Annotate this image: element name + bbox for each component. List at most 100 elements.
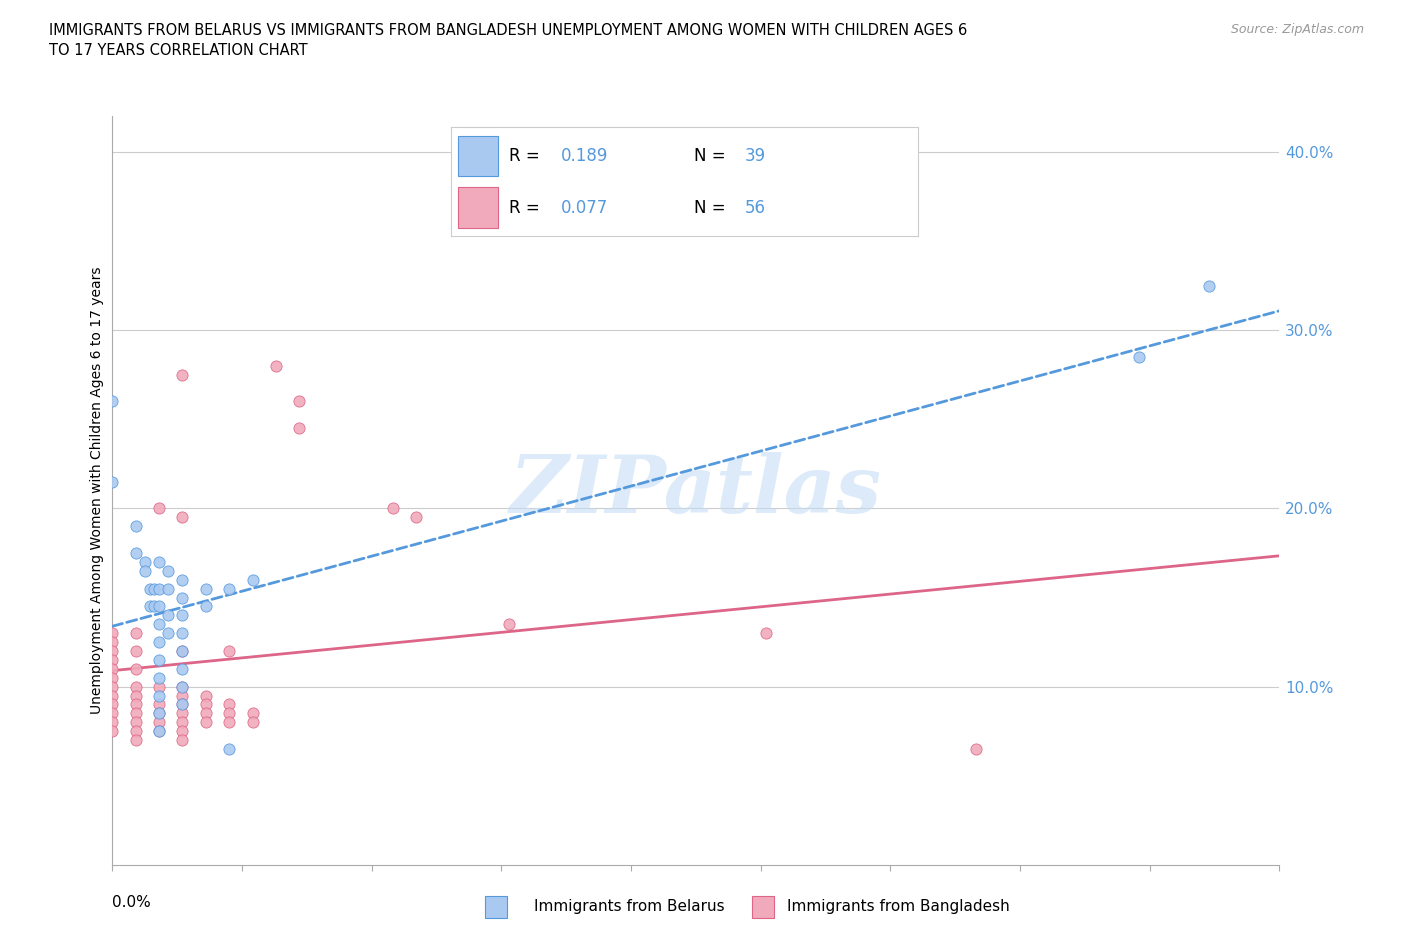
Point <box>172 626 194 641</box>
Point <box>148 554 170 569</box>
Point <box>172 608 194 623</box>
Point <box>242 706 264 721</box>
Point <box>125 706 148 721</box>
Point <box>101 394 124 409</box>
Point <box>218 706 240 721</box>
Point <box>101 474 124 489</box>
Text: Source: ZipAtlas.com: Source: ZipAtlas.com <box>1230 23 1364 36</box>
Point <box>125 644 148 658</box>
Point <box>134 554 156 569</box>
Text: 0.0%: 0.0% <box>112 895 152 910</box>
Point <box>101 644 124 658</box>
Point <box>139 581 162 596</box>
Point <box>218 644 240 658</box>
Point <box>172 688 194 703</box>
Point <box>172 715 194 730</box>
Point <box>194 698 217 712</box>
Point <box>148 706 170 721</box>
Point <box>148 724 170 738</box>
Y-axis label: Unemployment Among Women with Children Ages 6 to 17 years: Unemployment Among Women with Children A… <box>90 267 104 714</box>
Point <box>148 581 170 596</box>
Point <box>101 634 124 649</box>
Point <box>172 698 194 712</box>
Point <box>218 741 240 756</box>
Point <box>755 626 778 641</box>
Text: IMMIGRANTS FROM BELARUS VS IMMIGRANTS FROM BANGLADESH UNEMPLOYMENT AMONG WOMEN W: IMMIGRANTS FROM BELARUS VS IMMIGRANTS FR… <box>49 23 967 58</box>
Point <box>172 698 194 712</box>
Text: Immigrants from Belarus: Immigrants from Belarus <box>534 899 725 914</box>
Point <box>143 581 166 596</box>
Point <box>148 715 170 730</box>
Point <box>101 724 124 738</box>
Point <box>101 626 124 641</box>
Point <box>125 519 148 534</box>
Point <box>242 715 264 730</box>
Bar <box>485 896 508 918</box>
Point <box>134 564 156 578</box>
Point <box>1128 350 1150 365</box>
Point <box>148 599 170 614</box>
Text: Immigrants from Bangladesh: Immigrants from Bangladesh <box>787 899 1010 914</box>
Point <box>139 599 162 614</box>
Point <box>148 634 170 649</box>
Point <box>101 679 124 694</box>
Point <box>148 617 170 631</box>
Text: ZIPatlas: ZIPatlas <box>510 452 882 529</box>
Point <box>148 671 170 685</box>
Point <box>148 706 170 721</box>
Point <box>172 724 194 738</box>
Point <box>101 661 124 676</box>
Point <box>125 698 148 712</box>
Point <box>172 590 194 604</box>
Point <box>218 581 240 596</box>
Point <box>218 715 240 730</box>
Point <box>172 644 194 658</box>
Point <box>148 688 170 703</box>
Point <box>965 741 987 756</box>
Point <box>242 572 264 587</box>
Point <box>194 688 217 703</box>
Point <box>101 715 124 730</box>
Point <box>125 733 148 748</box>
Point <box>218 698 240 712</box>
Point <box>172 572 194 587</box>
Point <box>157 608 180 623</box>
Point <box>1198 278 1220 293</box>
Point <box>405 510 427 525</box>
Point <box>148 698 170 712</box>
Bar <box>752 896 775 918</box>
Point <box>101 698 124 712</box>
Point <box>194 581 217 596</box>
Point <box>172 644 194 658</box>
Point <box>101 688 124 703</box>
Point <box>101 653 124 668</box>
Point <box>172 679 194 694</box>
Point <box>194 599 217 614</box>
Point <box>172 510 194 525</box>
Point <box>172 661 194 676</box>
Point <box>148 653 170 668</box>
Point <box>148 679 170 694</box>
Point <box>143 599 166 614</box>
Point <box>125 715 148 730</box>
Point <box>101 671 124 685</box>
Point <box>194 715 217 730</box>
Point <box>172 733 194 748</box>
Point <box>157 581 180 596</box>
Point <box>288 394 311 409</box>
Point <box>264 358 287 373</box>
Point <box>125 661 148 676</box>
Point <box>125 688 148 703</box>
Point <box>148 501 170 516</box>
Point <box>288 420 311 435</box>
Point <box>498 617 520 631</box>
Point <box>125 724 148 738</box>
Point <box>172 706 194 721</box>
Point <box>381 501 404 516</box>
Point <box>194 706 217 721</box>
Point <box>157 626 180 641</box>
Point <box>125 679 148 694</box>
Point <box>172 679 194 694</box>
Point <box>125 546 148 561</box>
Point <box>125 626 148 641</box>
